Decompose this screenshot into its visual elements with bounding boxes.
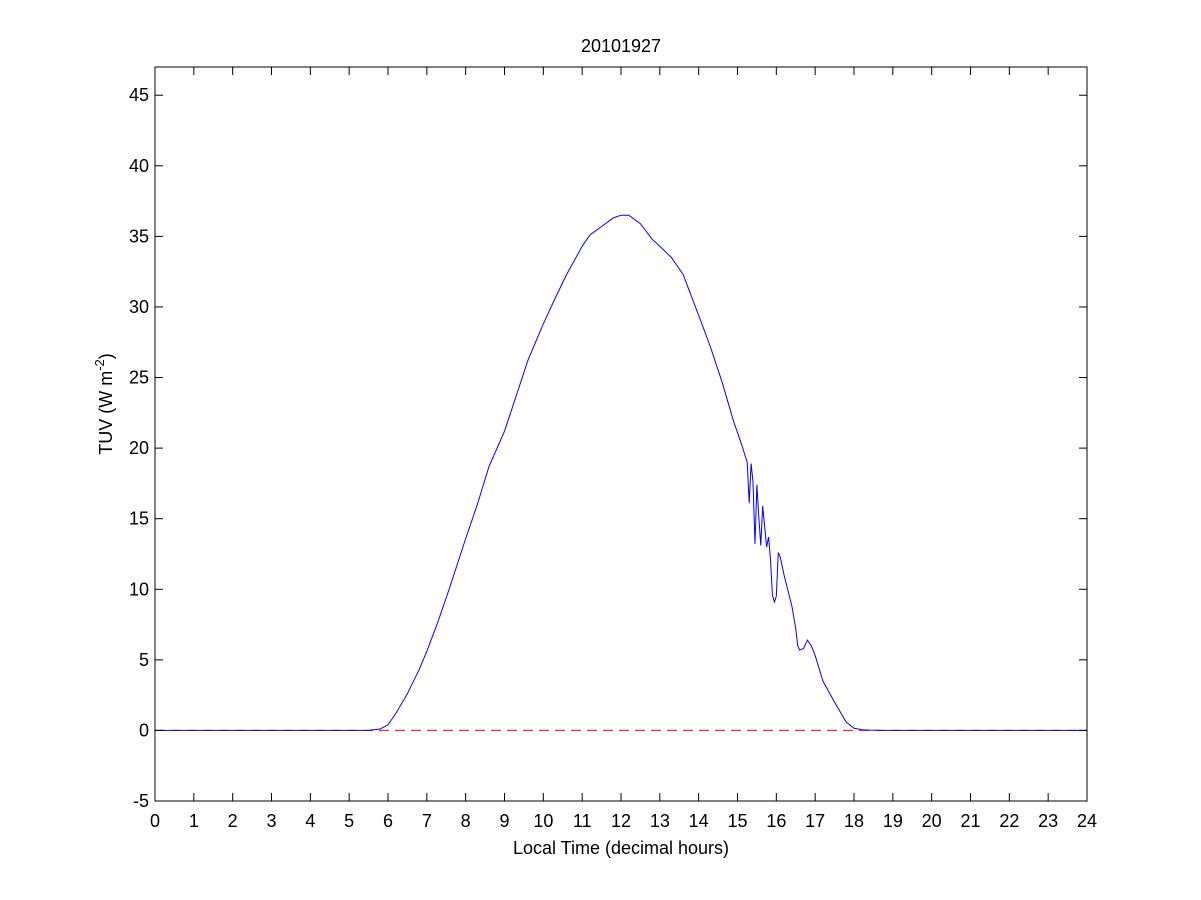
x-tick-label: 4	[305, 811, 315, 831]
x-tick-label: 20	[922, 811, 942, 831]
x-tick-label: 21	[960, 811, 980, 831]
x-tick-label: 22	[999, 811, 1019, 831]
x-tick-label: 24	[1077, 811, 1097, 831]
y-tick-label: 45	[129, 85, 149, 105]
y-tick-label: 40	[129, 156, 149, 176]
x-tick-label: 15	[727, 811, 747, 831]
x-tick-label: 14	[689, 811, 709, 831]
x-tick-label: 7	[422, 811, 432, 831]
x-tick-label: 0	[150, 811, 160, 831]
y-tick-label: 5	[139, 650, 149, 670]
x-tick-label: 19	[883, 811, 903, 831]
x-tick-label: 6	[383, 811, 393, 831]
x-tick-label: 23	[1038, 811, 1058, 831]
y-tick-label: 30	[129, 297, 149, 317]
x-tick-label: 17	[805, 811, 825, 831]
chart-title: 20101927	[581, 36, 661, 56]
plot-area	[155, 214, 1087, 731]
x-tick-label: 9	[499, 811, 509, 831]
x-tick-label: 3	[266, 811, 276, 831]
x-tick-label: 12	[611, 811, 631, 831]
tuv-series-line	[155, 214, 1087, 731]
x-tick-label: 1	[189, 811, 199, 831]
x-tick-label: 11	[573, 811, 592, 831]
x-tick-label: 10	[533, 811, 553, 831]
y-tick-label: 35	[129, 226, 149, 246]
y-tick-label: 20	[129, 438, 149, 458]
y-tick-label: 25	[129, 368, 149, 388]
x-tick-label: 18	[844, 811, 864, 831]
y-tick-label: 0	[139, 720, 149, 740]
x-tick-label: 13	[650, 811, 670, 831]
x-axis-label: Local Time (decimal hours)	[513, 838, 729, 858]
x-tick-label: 5	[344, 811, 354, 831]
ticks: 0 1 2 3 4 5 6 7 8 9 10 11 12 13 14 15 16 17 18 19 20 21 22 23 24…	[129, 67, 1097, 831]
x-tick-label: 2	[228, 811, 238, 831]
y-tick-label: -5	[133, 791, 149, 811]
x-tick-label: 8	[461, 811, 471, 831]
y-tick-label: 10	[129, 579, 149, 599]
y-axis-label: TUV (W m-2)	[92, 353, 116, 455]
y-tick-label: 15	[129, 509, 149, 529]
x-tick-label: 16	[766, 811, 786, 831]
